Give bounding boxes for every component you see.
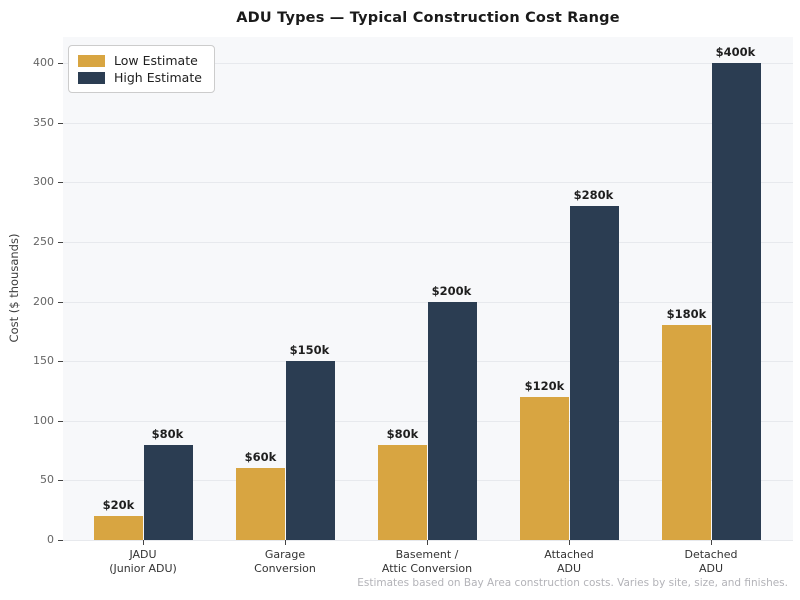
bar-low-estimate-4 [519,396,569,540]
x-tick-5 [711,540,712,545]
bar-value-label: $150k [289,343,330,358]
x-tick-4 [569,540,570,545]
y-tick-100 [58,420,63,422]
x-tick-label-1: JADU (Junior ADU) [109,548,177,575]
bar-high-estimate-4 [569,206,619,540]
y-tick-400 [58,63,63,65]
y-tick-250 [58,242,63,243]
bar-high-estimate-3 [427,301,477,540]
y-tick-label-100: 100 [33,413,54,427]
plot-area: $20k $80k $60k $150k $80k $200k $120k $280k $180… [63,37,793,541]
gridline-y-400 [63,63,793,65]
y-tick-350 [58,122,63,124]
bar-low-estimate-3 [377,444,427,540]
chart-title: ADU Types — Typical Construction Cost Ra… [236,10,620,26]
legend-row-low-estimate: Low Estimate [78,52,202,69]
y-tick-label-350: 350 [33,115,54,129]
gridline-y-0 [63,540,793,541]
y-tick-label-0: 0 [47,533,54,546]
bar-low-estimate-1 [93,516,143,540]
y-tick-0 [58,540,63,541]
y-tick-50 [58,480,63,482]
gridline-y-250 [63,242,793,243]
bar-low-estimate-5 [661,325,711,540]
bar-value-label: $80k [386,426,419,441]
x-tick-label-2: Garage Conversion [254,548,316,575]
legend: Low Estimate High Estimate [68,45,215,93]
bar-high-estimate-2 [285,361,335,540]
x-tick-1 [143,540,144,545]
bar-low-estimate-2 [235,468,285,540]
y-tick-label-50: 50 [40,473,54,487]
y-tick-label-200: 200 [33,294,54,308]
gridline-y-350 [63,122,793,124]
y-axis-label: Cost ($ thousands) [7,233,21,343]
bar-value-label: $20k [102,498,135,513]
bar-value-label: $400k [715,45,756,60]
x-tick-label-3: Basement / Attic Conversion [381,548,473,575]
x-tick-3 [427,540,428,545]
footnote: Estimates based on Bay Area construction… [357,577,788,589]
legend-row-high-estimate: High Estimate [78,69,202,86]
bar-value-label: $200k [431,283,472,298]
legend-label: High Estimate [114,70,202,85]
x-tick-label-5: Detached ADU [684,548,738,575]
legend-label: Low Estimate [114,53,198,68]
y-tick-150 [58,361,63,363]
y-tick-200 [58,301,63,303]
bar-value-label: $120k [524,378,565,393]
y-tick-label-400: 400 [33,56,54,70]
bar-value-label: $280k [573,188,614,203]
y-tick-label-300: 300 [33,175,54,189]
y-tick-label-250: 250 [33,235,54,248]
gridline-y-300 [63,182,793,184]
legend-swatch-icon [78,71,105,84]
legend-swatch-icon [78,54,105,67]
bar-value-label: $180k [666,307,707,322]
bar-value-label: $60k [244,450,277,465]
bar-high-estimate-5 [711,63,761,540]
y-tick-label-150: 150 [33,354,54,368]
bar-high-estimate-1 [143,444,193,540]
bar-value-label: $80k [151,426,184,441]
x-tick-label-4: Attached ADU [544,548,594,575]
y-tick-300 [58,182,63,184]
x-tick-2 [285,540,286,545]
